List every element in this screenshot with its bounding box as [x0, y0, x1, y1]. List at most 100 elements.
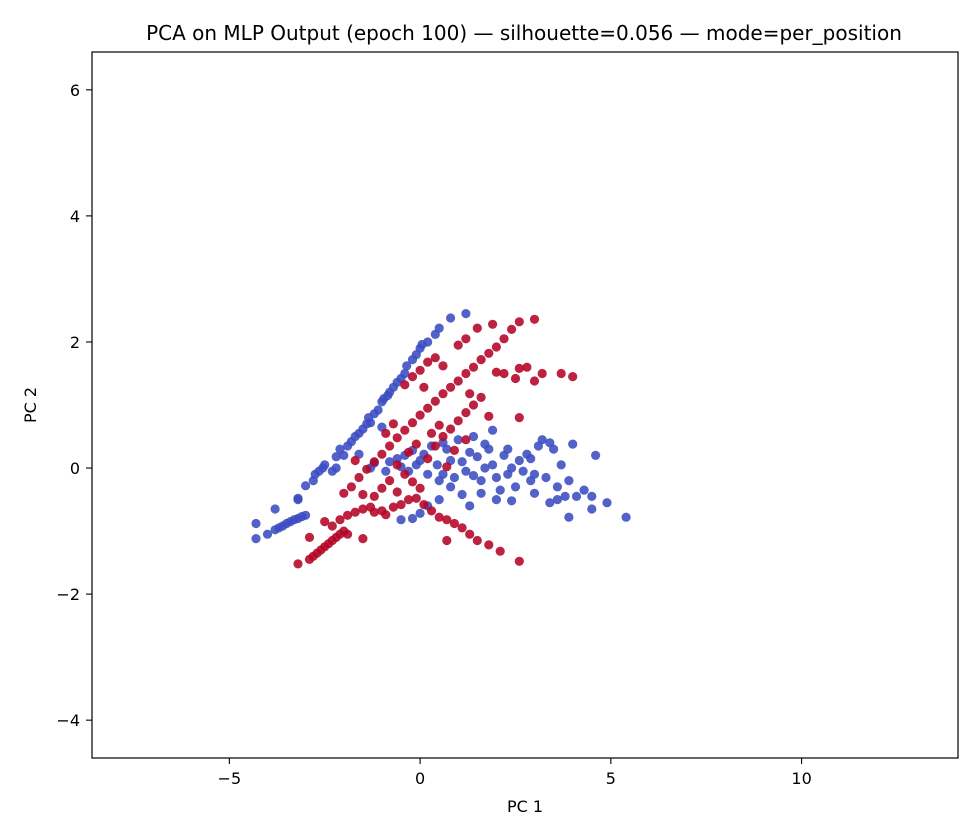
data-point-series-0-34: [373, 405, 383, 415]
data-point-series-1-13: [304, 532, 315, 543]
x-tick-label: 5: [606, 769, 616, 788]
data-point-series-0-2: [262, 529, 273, 539]
data-point-series-0-83: [495, 485, 505, 495]
data-point-series-0-48: [423, 337, 433, 347]
data-point-series-1-86: [476, 392, 486, 402]
data-point-series-0-117: [476, 488, 486, 498]
data-point-series-1-99: [377, 483, 387, 493]
data-point-series-0-132: [331, 463, 341, 473]
data-point-series-0-72: [453, 435, 463, 445]
data-point-series-1-111: [350, 455, 360, 466]
data-point-series-0-82: [491, 472, 501, 483]
data-point-series-1-102: [392, 487, 402, 497]
data-point-series-1-90: [510, 373, 521, 384]
data-point-series-1-74: [438, 361, 448, 371]
data-point-series-1-21: [369, 507, 379, 517]
data-point-series-1-109: [514, 413, 524, 423]
data-point-series-0-22: [331, 452, 341, 462]
data-point-series-1-26: [404, 495, 414, 505]
x-axis: −5 0 5 10: [218, 758, 812, 788]
data-point-series-0-64: [423, 469, 433, 479]
data-point-series-0-105: [587, 491, 597, 501]
data-point-series-1-79: [423, 454, 433, 464]
data-point-series-1-81: [438, 431, 448, 442]
data-point-series-1-59: [484, 348, 494, 358]
data-point-series-0-43: [402, 361, 412, 371]
data-point-series-0-20: [320, 460, 330, 470]
data-point-series-1-61: [499, 334, 509, 344]
data-point-series-1-50: [415, 410, 425, 420]
data-point-series-1-66: [461, 334, 471, 344]
y-tick-label: 0: [70, 459, 80, 478]
data-point-series-1-91: [522, 362, 532, 372]
x-tick-label: −5: [218, 769, 242, 788]
data-point-series-1-113: [419, 382, 429, 392]
data-point-series-0-56: [385, 457, 395, 467]
data-point-series-1-67: [472, 323, 482, 333]
data-point-series-1-45: [377, 449, 387, 459]
data-point-series-0-123: [564, 512, 574, 522]
data-point-series-1-103: [358, 489, 368, 500]
data-point-series-1-63: [514, 317, 524, 327]
data-point-series-0-100: [560, 491, 570, 501]
data-point-series-1-112: [381, 428, 391, 438]
data-point-series-0-50: [434, 323, 444, 333]
data-point-series-0-57: [392, 454, 402, 464]
data-point-series-0-124: [488, 425, 498, 435]
data-point-series-1-31: [442, 515, 452, 525]
data-point-series-0-55: [381, 466, 391, 476]
data-point-series-1-52: [430, 396, 440, 406]
data-point-series-1-27: [411, 493, 421, 503]
data-point-series-0-98: [552, 482, 563, 492]
data-point-series-0-109: [407, 513, 418, 524]
data-point-series-1-58: [476, 355, 486, 365]
data-point-series-1-95: [529, 376, 540, 386]
data-point-series-1-62: [507, 324, 517, 334]
data-point-series-1-16: [335, 515, 345, 525]
data-point-series-0-66: [432, 460, 442, 470]
data-point-series-0-134: [552, 495, 563, 505]
data-point-series-1-108: [465, 389, 475, 399]
data-point-series-1-15: [327, 521, 337, 531]
data-point-series-0-113: [434, 495, 444, 505]
data-point-series-1-55: [453, 376, 463, 386]
data-point-series-0-0: [251, 534, 261, 544]
data-point-series-0-74: [461, 466, 471, 476]
data-point-series-0-107: [602, 498, 612, 508]
data-point-series-1-36: [484, 540, 494, 550]
data-point-series-0-89: [518, 466, 528, 476]
data-point-series-1-110: [442, 462, 452, 472]
data-point-series-1-106: [404, 447, 414, 457]
data-point-series-1-76: [400, 469, 410, 479]
data-point-series-1-25: [396, 500, 406, 510]
data-point-series-1-24: [388, 502, 398, 512]
data-point-series-1-54: [446, 382, 456, 392]
data-point-series-0-101: [564, 476, 574, 486]
data-point-series-1-39: [442, 535, 452, 546]
data-point-series-0-32: [365, 418, 376, 428]
y-tick-label: 4: [70, 207, 80, 226]
data-point-series-0-116: [465, 501, 475, 511]
data-point-series-1-82: [446, 424, 456, 434]
data-point-series-1-40: [339, 488, 349, 498]
data-point-series-1-72: [407, 372, 418, 382]
data-point-series-1-75: [392, 460, 402, 470]
data-point-series-1-57: [468, 362, 479, 372]
data-point-series-0-11: [301, 510, 311, 520]
data-point-series-0-121: [545, 498, 555, 508]
y-axis: −4 −2 0 2 4 6: [56, 81, 92, 730]
data-point-series-1-104: [426, 428, 437, 438]
y-tick-label: −4: [56, 711, 80, 730]
data-point-series-1-100: [385, 476, 395, 486]
data-point-series-1-88: [491, 367, 501, 377]
data-point-series-1-97: [461, 435, 471, 445]
data-point-series-1-18: [350, 507, 360, 517]
data-point-series-1-77: [407, 477, 418, 487]
data-point-series-0-118: [491, 495, 501, 505]
y-axis-label: PC 2: [21, 387, 40, 423]
data-point-series-0-103: [571, 491, 582, 501]
data-point-series-0-24: [339, 450, 349, 460]
data-point-series-1-34: [465, 529, 475, 539]
data-point-series-0-112: [396, 515, 406, 525]
data-point-series-1-94: [568, 372, 578, 382]
